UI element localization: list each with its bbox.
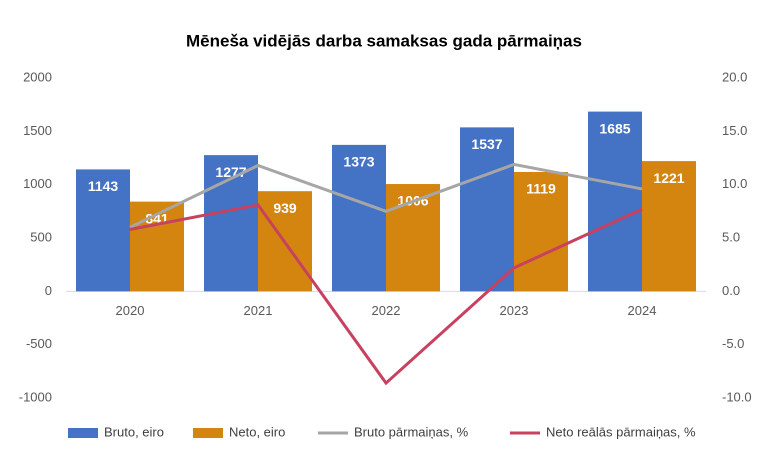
x-tick-label: 2021 — [244, 303, 273, 318]
value-label: 1373 — [343, 154, 374, 170]
y-tick-label: 2000 — [23, 69, 52, 84]
legend-label: Bruto pārmaiņas, % — [354, 424, 469, 439]
x-tick-label: 2024 — [628, 303, 657, 318]
bar — [76, 169, 130, 292]
y-tick-label: 1500 — [23, 123, 52, 138]
line-series — [129, 162, 643, 229]
x-tick-label: 2020 — [116, 303, 145, 318]
y-tick-label: -500 — [26, 336, 52, 351]
y-tick-label: 0 — [45, 283, 52, 298]
bar — [588, 111, 642, 292]
value-label: 1221 — [653, 170, 684, 186]
legend-swatch — [68, 428, 98, 438]
y2-tick-label: 15.0 — [722, 123, 747, 138]
y2-tick-label: 0.0 — [722, 283, 740, 298]
legend-label: Neto reālās pārmaiņas, % — [546, 424, 696, 439]
y2-tick-label: 20.0 — [722, 69, 747, 84]
bar — [332, 144, 386, 292]
y2-tick-label: 5.0 — [722, 229, 740, 244]
x-tick-label: 2023 — [500, 303, 529, 318]
bar — [130, 201, 184, 292]
value-label: 1685 — [599, 120, 630, 136]
bar — [514, 171, 568, 292]
y2-tick-label: -10.0 — [722, 389, 752, 404]
legend-label: Bruto, eiro — [104, 424, 164, 439]
y-tick-label: -1000 — [19, 389, 52, 404]
line-series — [129, 203, 643, 386]
legend-swatch — [193, 428, 223, 438]
value-label: 1143 — [88, 178, 119, 194]
legend-label: Neto, eiro — [229, 424, 285, 439]
bar — [642, 161, 696, 292]
bar — [460, 127, 514, 292]
y2-tick-label: 10.0 — [722, 176, 747, 191]
y-tick-label: 500 — [30, 229, 52, 244]
chart-title: Mēneša vidējās darba samaksas gada pārma… — [186, 31, 582, 50]
value-label: 939 — [273, 200, 297, 216]
value-label: 1537 — [471, 136, 502, 152]
y-tick-label: 1000 — [23, 176, 52, 191]
x-tick-label: 2022 — [372, 303, 401, 318]
y2-tick-label: -5.0 — [722, 336, 744, 351]
value-label: 1119 — [526, 181, 556, 197]
